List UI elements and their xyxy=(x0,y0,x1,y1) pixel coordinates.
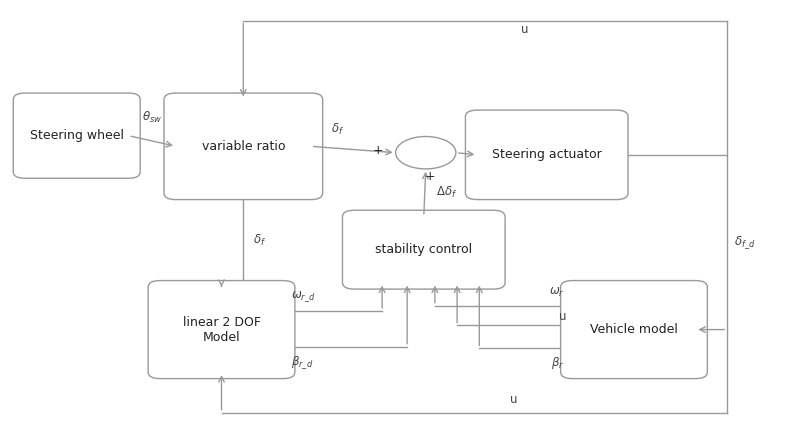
Text: linear 2 DOF
Model: linear 2 DOF Model xyxy=(182,316,260,344)
Text: $\theta_{sw}$: $\theta_{sw}$ xyxy=(142,110,162,125)
Text: $\delta_{f}$: $\delta_{f}$ xyxy=(330,122,344,137)
Text: variable ratio: variable ratio xyxy=(201,140,285,153)
Text: +: + xyxy=(373,144,383,157)
Text: $\beta_{r\_d}$: $\beta_{r\_d}$ xyxy=(291,354,313,371)
Text: $\delta_{f\_d}$: $\delta_{f\_d}$ xyxy=(734,234,755,251)
FancyBboxPatch shape xyxy=(148,281,295,379)
Text: Steering wheel: Steering wheel xyxy=(29,129,123,142)
Text: Vehicle model: Vehicle model xyxy=(590,323,678,336)
Text: $\delta_{f}$: $\delta_{f}$ xyxy=(253,233,266,248)
Text: u: u xyxy=(510,393,517,406)
Text: $\beta_{r}$: $\beta_{r}$ xyxy=(552,355,564,371)
FancyBboxPatch shape xyxy=(466,110,628,199)
FancyBboxPatch shape xyxy=(164,93,322,199)
FancyBboxPatch shape xyxy=(14,93,140,178)
Text: $\omega_{r}$: $\omega_{r}$ xyxy=(549,286,564,299)
FancyBboxPatch shape xyxy=(342,210,505,289)
Text: $\Delta\delta_{f}$: $\Delta\delta_{f}$ xyxy=(435,185,457,200)
Text: $\omega_{r\_d}$: $\omega_{r\_d}$ xyxy=(291,290,315,305)
Text: u: u xyxy=(521,23,529,36)
Text: stability control: stability control xyxy=(375,243,472,256)
FancyBboxPatch shape xyxy=(560,281,708,379)
Text: u: u xyxy=(559,310,566,323)
Text: +: + xyxy=(424,170,435,184)
Text: Steering actuator: Steering actuator xyxy=(492,148,602,161)
